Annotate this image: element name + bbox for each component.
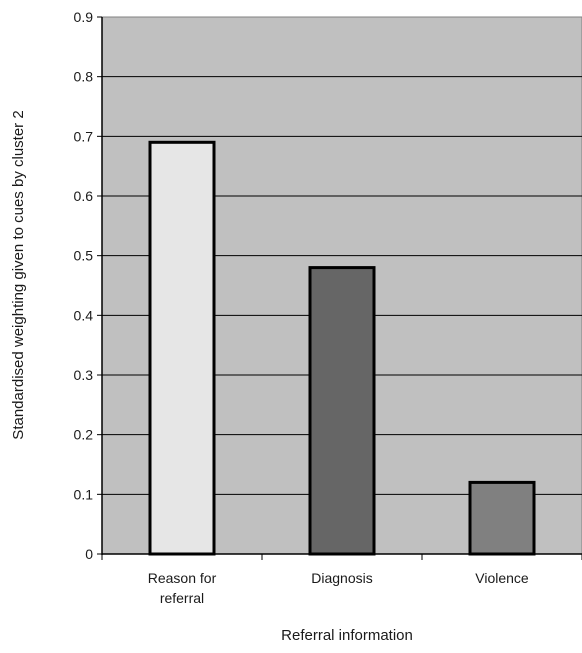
x-tick-label: Diagnosis [311, 570, 372, 586]
y-tick-label: 0.2 [74, 427, 94, 443]
y-tick-label: 0 [85, 546, 93, 562]
x-axis-title: Referral information [281, 627, 413, 644]
x-tick-label: referral [160, 590, 204, 606]
axes: 0 0.1 0.2 0.3 0.4 0.5 0.6 0.7 0.8 0.9 Reason for re… [74, 9, 582, 606]
y-tick-label: 0.3 [74, 367, 94, 383]
y-axis-title: Standardised weighting given to cues by … [10, 110, 27, 439]
y-tick-label: 0.7 [74, 128, 94, 144]
y-tick-label: 0.1 [74, 486, 94, 502]
y-tick-label: 0.9 [74, 9, 94, 25]
y-tick-label: 0.4 [74, 307, 94, 323]
y-tick-label: 0.5 [74, 248, 94, 264]
bar [468, 480, 536, 556]
y-tick-label: 0.6 [74, 188, 94, 204]
x-tick-label: Reason for [148, 570, 217, 586]
y-tick-label: 0.8 [74, 69, 94, 85]
bar [148, 140, 216, 556]
bar [308, 266, 376, 556]
x-tick-label: Violence [475, 570, 529, 586]
bars [148, 140, 536, 556]
